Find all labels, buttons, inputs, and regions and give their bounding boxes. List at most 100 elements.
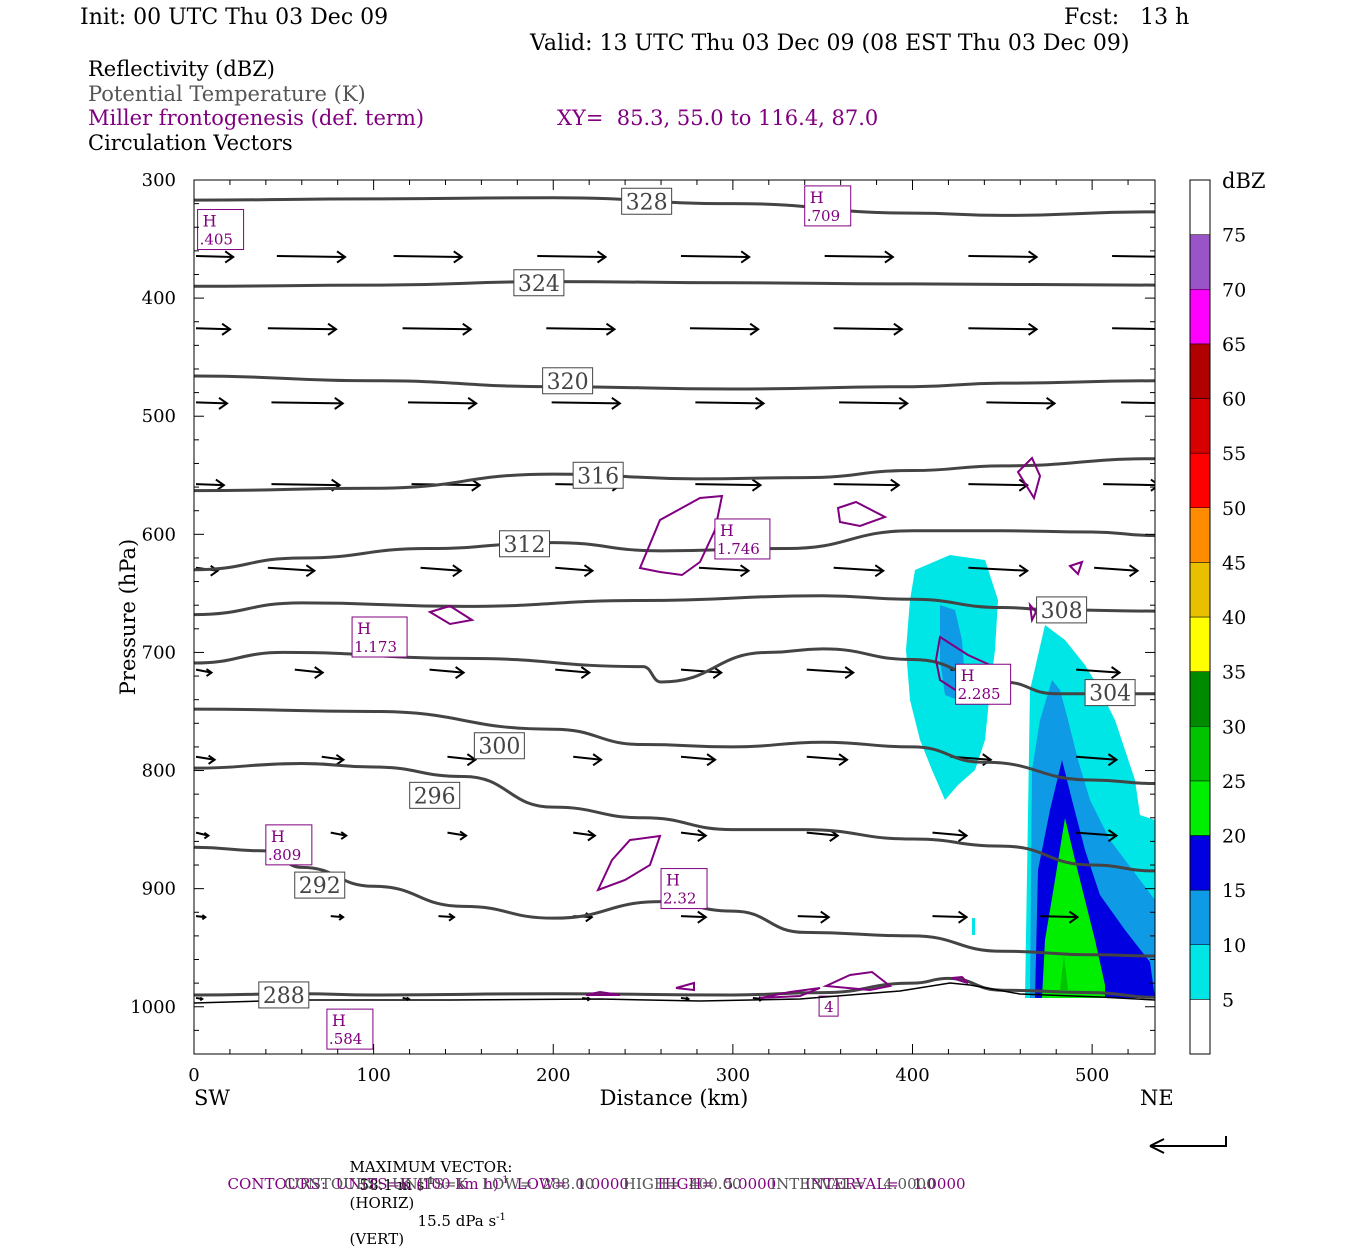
reference-vector-icon	[1149, 1136, 1227, 1154]
vector-shaft	[806, 755, 848, 761]
vector-shaft	[698, 566, 749, 572]
theta-label: 288	[263, 984, 305, 1009]
plot-frame	[193, 179, 1156, 1055]
vector-head	[874, 564, 886, 578]
colorbar-tick-label: 25	[1222, 771, 1246, 793]
colorbar-tick-label: 55	[1222, 443, 1246, 465]
vector-head	[587, 829, 597, 842]
theta-label-box	[258, 981, 310, 1009]
vector-shaft	[1076, 668, 1120, 674]
theta-label-box	[1084, 679, 1136, 707]
vector-shaft	[537, 254, 606, 258]
vector-shaft	[407, 401, 477, 405]
vector-head	[611, 396, 622, 410]
vector-head	[706, 753, 717, 767]
theta-label-box	[513, 269, 565, 297]
vector-head	[466, 753, 478, 767]
miller-max-h: H	[203, 212, 217, 231]
miller-max-value: .584	[329, 1030, 362, 1048]
vector-head	[740, 250, 751, 264]
vector-shaft	[695, 401, 764, 405]
miller-max-h: H	[810, 188, 824, 207]
vector-head	[459, 830, 468, 841]
theta-label-box	[572, 461, 624, 489]
vector-shaft	[833, 483, 899, 487]
vector-head	[1128, 564, 1140, 578]
vector-head	[697, 829, 708, 843]
vector-head	[957, 829, 969, 843]
vector-shaft	[546, 327, 615, 331]
miller-contour	[675, 981, 695, 992]
miller-max-h: H	[720, 521, 734, 540]
vector-shaft	[195, 483, 224, 487]
vector-shaft	[429, 668, 464, 674]
vector-head	[739, 564, 751, 578]
vector-head	[215, 478, 226, 492]
colorbar-swatch	[1189, 616, 1211, 672]
vector-head	[1045, 396, 1057, 410]
vector-shaft	[968, 483, 1028, 487]
vector-head	[1110, 666, 1122, 680]
reflectivity-speck	[972, 918, 975, 935]
miller-max-value: .809	[268, 846, 301, 864]
miller-contour	[585, 990, 621, 996]
colorbar-tick-label: 75	[1222, 225, 1246, 247]
theta-label-box	[473, 732, 525, 760]
max-vector-horiz: 58.1 m s	[359, 1176, 425, 1194]
theta-label-box	[621, 187, 673, 215]
vector-head	[452, 564, 463, 578]
miller-contour-info: CONTOURS: UNITS=K (100 km h)-1 LOW= 1.000…	[218, 1157, 966, 1193]
miller-max-value: .405	[200, 231, 233, 249]
vector-shaft	[555, 566, 593, 572]
vector-head	[884, 250, 895, 264]
vector-head	[467, 396, 478, 410]
vector-shaft	[195, 327, 231, 331]
horiz-tag: (HORIZ)	[349, 1194, 415, 1212]
max-vector-vert: 15.5 dPa s	[417, 1212, 497, 1230]
x-endpoint-ne: NE	[1140, 1086, 1174, 1110]
vector-head	[893, 322, 904, 336]
vector-head	[1018, 564, 1030, 578]
vector-head	[605, 322, 617, 336]
y-tick-label: 700	[142, 642, 176, 663]
theta-label-box	[542, 367, 594, 395]
colorbar-tick-label: 40	[1222, 607, 1246, 629]
miller-max-box	[197, 209, 245, 251]
vector-shaft	[267, 566, 315, 572]
vector-shaft	[420, 566, 461, 572]
vector-head	[1150, 478, 1155, 492]
vector-head	[221, 322, 232, 336]
colorbar-tick-label: 15	[1222, 880, 1246, 902]
theta-label: 328	[626, 190, 668, 215]
theta-contour-320	[194, 374, 1155, 391]
miller-max-value: 1.173	[354, 638, 397, 656]
vert-exponent: -1	[496, 1212, 506, 1223]
theta-label-box	[409, 781, 461, 809]
vector-head	[455, 666, 466, 680]
vector-shaft	[195, 401, 228, 405]
vector-shaft	[695, 483, 761, 487]
vector-shaft	[271, 483, 340, 487]
vector-shaft	[968, 566, 1028, 572]
vector-shaft	[573, 831, 596, 837]
theta-label: 312	[504, 533, 546, 558]
miller-contour	[822, 970, 893, 992]
colorbar-tick-label: 5	[1222, 989, 1234, 1011]
colorbar-swatch	[1189, 289, 1211, 345]
colorbar-swatch	[1189, 671, 1211, 727]
xy-label: XY= 85.3, 55.0 to 116.4, 87.0	[557, 106, 879, 130]
miller-contour	[759, 987, 821, 999]
miller-label: Miller frontogenesis (def. term)	[88, 106, 425, 130]
theta-label: 300	[478, 735, 520, 760]
vector-shaft	[1076, 831, 1117, 837]
colorbar-unit: dBZ	[1222, 169, 1265, 193]
colorbar-tick-label: 10	[1222, 935, 1246, 957]
miller-max-box	[714, 518, 771, 560]
theta-label: Potential Temperature (K)	[88, 82, 366, 106]
miller-max-box	[804, 185, 852, 227]
theta-contour-328	[194, 196, 1155, 217]
vector-shaft	[680, 668, 722, 674]
label-layer: 328 324 320 316 312 308 304 300 296 292 288	[258, 187, 1136, 1009]
theta-label: 304	[1089, 682, 1131, 707]
theta-contour-300	[194, 707, 1155, 786]
